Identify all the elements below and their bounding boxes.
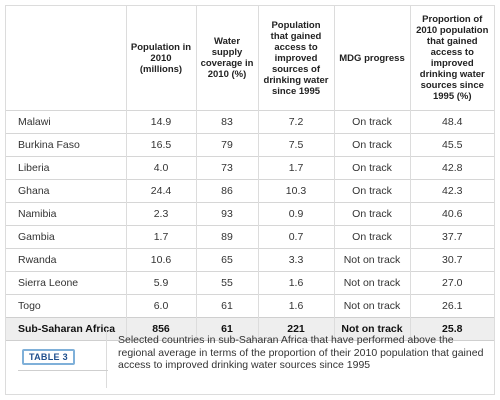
cell-mdg-progress: Not on track (333, 271, 410, 295)
cell-proportion: 42.3 (409, 179, 494, 203)
cell-proportion: 48.4 (409, 110, 494, 134)
cell-proportion: 27.0 (409, 271, 494, 295)
cell-gained-access: 0.7 (257, 225, 334, 249)
table-row: Togo 6.0 61 1.6 Not on track 26.1 (6, 294, 494, 318)
table-header-row: Population in 2010 (millions) Water supp… (6, 6, 494, 111)
cell-proportion: 42.8 (409, 156, 494, 180)
cell-gained-access: 7.5 (257, 133, 334, 157)
cell-population: 24.4 (125, 179, 196, 203)
cell-country: Gambia (6, 225, 126, 249)
table-number-badge: TABLE 3 (22, 349, 75, 365)
cell-country: Liberia (6, 156, 126, 180)
cell-population: 10.6 (125, 248, 196, 272)
table-row: Burkina Faso 16.5 79 7.5 On track 45.5 (6, 133, 494, 157)
cell-coverage: 55 (195, 271, 258, 295)
total-cell-mdg-progress: Not on track (333, 317, 410, 341)
cell-coverage: 61 (195, 294, 258, 318)
cell-coverage: 93 (195, 202, 258, 226)
cell-coverage: 86 (195, 179, 258, 203)
cell-coverage: 89 (195, 225, 258, 249)
total-cell-proportion: 25.8 (409, 317, 494, 341)
cell-proportion: 45.5 (409, 133, 494, 157)
cell-mdg-progress: On track (333, 202, 410, 226)
cell-population: 4.0 (125, 156, 196, 180)
table-row: Gambia 1.7 89 0.7 On track 37.7 (6, 225, 494, 249)
data-table: Population in 2010 (millions) Water supp… (6, 6, 494, 341)
cell-proportion: 30.7 (409, 248, 494, 272)
header-proportion: Proportion of 2010 population that gaine… (409, 6, 494, 111)
cell-country: Togo (6, 294, 126, 318)
header-gained-access: Population that gained access to improve… (257, 6, 334, 111)
table-row: Liberia 4.0 73 1.7 On track 42.8 (6, 156, 494, 180)
cell-population: 6.0 (125, 294, 196, 318)
table-total-row: Sub-Saharan Africa 856 61 221 Not on track 25… (6, 317, 494, 341)
table-frame (5, 5, 495, 395)
total-cell-gained-access: 221 (257, 317, 334, 341)
cell-gained-access: 0.9 (257, 202, 334, 226)
cell-gained-access: 1.6 (257, 271, 334, 295)
cell-mdg-progress: On track (333, 133, 410, 157)
cell-coverage: 83 (195, 110, 258, 134)
total-cell-population: 856 (125, 317, 196, 341)
header-population: Population in 2010 (millions) (125, 6, 196, 111)
cell-country: Namibia (6, 202, 126, 226)
header-mdg-progress: MDG progress (333, 6, 410, 111)
table-row: Sierra Leone 5.9 55 1.6 Not on track 27.0 (6, 271, 494, 295)
header-country (6, 6, 126, 111)
table-caption: TABLE 3 Selected countries in sub-Sahara… (6, 330, 494, 388)
cell-gained-access: 10.3 (257, 179, 334, 203)
cell-population: 16.5 (125, 133, 196, 157)
cell-country: Rwanda (6, 248, 126, 272)
cell-mdg-progress: On track (333, 156, 410, 180)
cell-population: 5.9 (125, 271, 196, 295)
cell-gained-access: 3.3 (257, 248, 334, 272)
cell-mdg-progress: On track (333, 225, 410, 249)
cell-proportion: 26.1 (409, 294, 494, 318)
cell-gained-access: 1.6 (257, 294, 334, 318)
cell-mdg-progress: On track (333, 110, 410, 134)
table-row: Malawi 14.9 83 7.2 On track 48.4 (6, 110, 494, 134)
cell-coverage: 73 (195, 156, 258, 180)
cell-country: Malawi (6, 110, 126, 134)
cell-coverage: 79 (195, 133, 258, 157)
cell-country: Burkina Faso (6, 133, 126, 157)
cell-population: 14.9 (125, 110, 196, 134)
cell-proportion: 37.7 (409, 225, 494, 249)
table-row: Namibia 2.3 93 0.9 On track 40.6 (6, 202, 494, 226)
caption-text: Selected countries in sub-Saharan Africa… (118, 334, 484, 371)
cell-country: Ghana (6, 179, 126, 203)
cell-mdg-progress: On track (333, 179, 410, 203)
cell-mdg-progress: Not on track (333, 248, 410, 272)
caption-rule (18, 370, 108, 371)
cell-proportion: 40.6 (409, 202, 494, 226)
cell-coverage: 65 (195, 248, 258, 272)
cell-mdg-progress: Not on track (333, 294, 410, 318)
cell-gained-access: 7.2 (257, 110, 334, 134)
table-row: Ghana 24.4 86 10.3 On track 42.3 (6, 179, 494, 203)
total-cell-coverage: 61 (195, 317, 258, 341)
cell-country: Sierra Leone (6, 271, 126, 295)
cell-population: 1.7 (125, 225, 196, 249)
table-row: Rwanda 10.6 65 3.3 Not on track 30.7 (6, 248, 494, 272)
cell-population: 2.3 (125, 202, 196, 226)
caption-divider (106, 330, 107, 388)
header-coverage: Water supply coverage in 2010 (%) (195, 6, 258, 111)
cell-gained-access: 1.7 (257, 156, 334, 180)
